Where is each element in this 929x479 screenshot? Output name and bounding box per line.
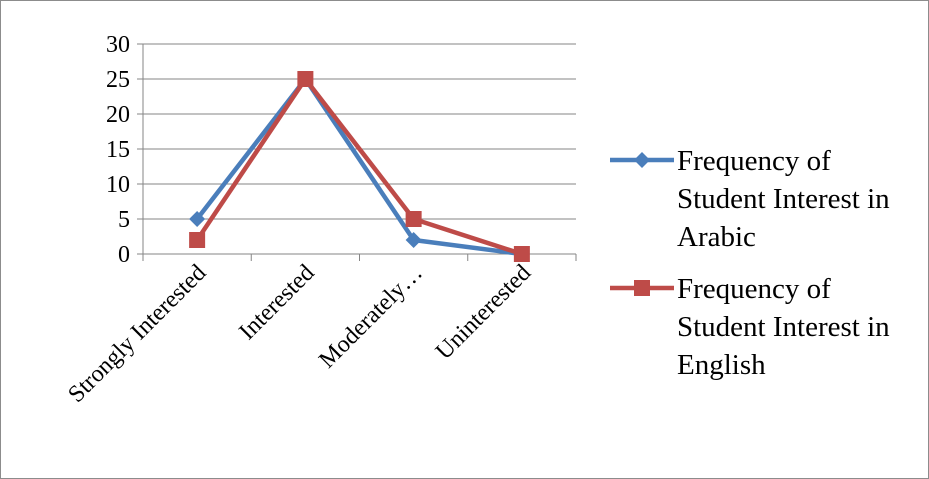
legend-label: Arabic <box>677 221 756 253</box>
data-point <box>297 71 314 87</box>
gridlines <box>143 43 576 220</box>
y-axis-tick-labels: 0 5 10 15 20 25 30 <box>106 32 130 268</box>
data-point <box>405 211 422 227</box>
x-tick-label: Strongly Interested <box>63 260 211 408</box>
legend-marker <box>634 280 650 296</box>
series-2 <box>189 71 530 262</box>
series-1 <box>189 71 530 262</box>
y-tick-label: 15 <box>106 137 130 163</box>
legend-label: English <box>677 349 766 381</box>
data-point <box>189 211 206 227</box>
legend-label: Frequency of <box>677 145 831 177</box>
x-tick-label: Moderately… <box>314 260 428 374</box>
series-line <box>194 76 525 257</box>
y-tick-label: 0 <box>118 242 130 268</box>
y-tick-label: 25 <box>106 67 130 93</box>
x-tick-label: Uninterested <box>431 260 536 365</box>
data-point <box>189 232 206 248</box>
legend-entry-1: Frequency of Student Interest in Arabic <box>610 145 890 253</box>
y-tick-label: 20 <box>106 102 130 128</box>
legend-label: Student Interest in <box>677 183 890 215</box>
data-point <box>513 246 530 262</box>
y-tick-label: 5 <box>118 207 130 233</box>
legend-label: Student Interest in <box>677 311 890 343</box>
legend-entry-2: Frequency of Student Interest in English <box>610 273 890 381</box>
legend-label: Frequency of <box>677 273 831 305</box>
x-tick-label: Interested <box>234 260 319 345</box>
axes <box>137 43 577 261</box>
y-tick-label: 10 <box>106 172 130 198</box>
series-lines <box>189 71 530 262</box>
legend-marker <box>634 152 650 168</box>
data-point <box>405 232 422 248</box>
series-line <box>194 76 525 257</box>
y-tick-label: 30 <box>106 32 130 58</box>
x-axis-tick-labels: Strongly Interested InterestedModerately…… <box>63 260 536 408</box>
